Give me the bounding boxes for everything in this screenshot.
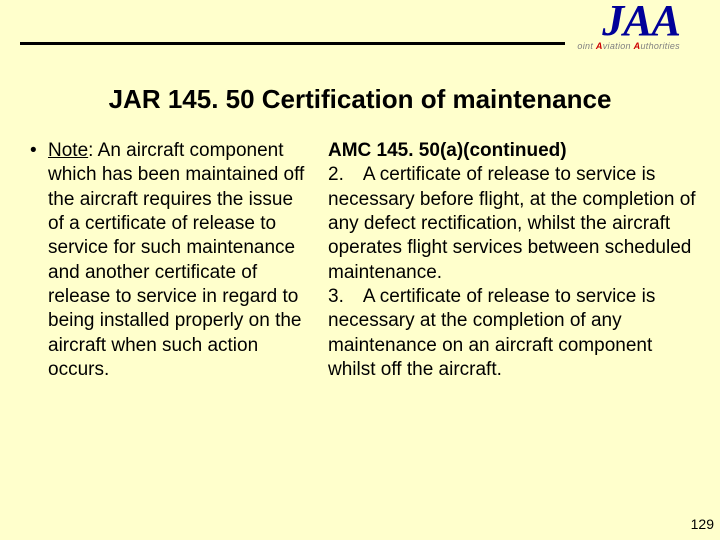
logo-main: JAA	[577, 2, 680, 39]
note-body: : An aircraft component which has been m…	[48, 140, 304, 380]
note-bullet-item: • Note: An aircraft component which has …	[30, 139, 310, 382]
header: JAA oint Aviation Authorities	[0, 0, 720, 70]
logo-sub-accent: A	[596, 41, 603, 51]
right-column: AMC 145. 50(a)(continued) 2. A certifica…	[328, 139, 698, 382]
note-text: Note: An aircraft component which has be…	[48, 139, 310, 382]
bullet-dot: •	[30, 139, 48, 382]
page-title: JAR 145. 50 Certification of maintenance	[0, 84, 720, 115]
note-label: Note	[48, 140, 88, 161]
logo: JAA oint Aviation Authorities	[577, 2, 680, 51]
logo-subtitle: oint Aviation Authorities	[577, 41, 680, 51]
amc-paragraph-3: 3. A certificate of release to service i…	[328, 285, 698, 382]
logo-sub-part: oint	[577, 41, 596, 51]
logo-sub-part: uthorities	[640, 41, 680, 51]
amc-heading: AMC 145. 50(a)(continued)	[328, 139, 698, 163]
page-number: 129	[691, 516, 714, 532]
left-column: • Note: An aircraft component which has …	[30, 139, 310, 382]
amc-paragraph-2: 2. A certificate of release to service i…	[328, 163, 698, 285]
content-columns: • Note: An aircraft component which has …	[0, 139, 720, 382]
horizontal-rule	[20, 42, 565, 45]
logo-sub-part: viation	[603, 41, 634, 51]
